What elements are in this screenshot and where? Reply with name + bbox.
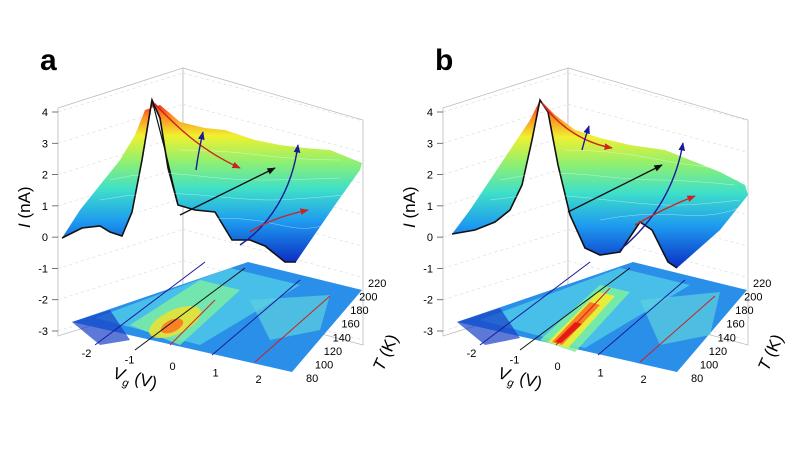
y-tick-label: 200 xyxy=(744,292,762,304)
panel-b-arrow-red-2 xyxy=(634,195,696,226)
x-tick-label: -1 xyxy=(125,355,135,367)
panel-b: b xyxy=(400,44,787,396)
grid-line xyxy=(57,260,184,301)
x-tick-label: 2 xyxy=(640,374,646,386)
panel-a-z-ticks: -3 -2 -1 0 1 2 3 4 xyxy=(38,107,58,338)
panel-b-x-title: Vg (V) xyxy=(495,363,544,396)
z-tick-label: -1 xyxy=(38,263,48,275)
x-tick-label: 2 xyxy=(255,374,261,386)
y-tick-label: 100 xyxy=(700,359,718,371)
panel-a-x-ticks: -2 -1 0 1 2 xyxy=(82,348,262,386)
panel-a-letter: a xyxy=(40,44,57,77)
y-tick-label: 120 xyxy=(709,346,727,358)
z-tick-label: 1 xyxy=(42,201,48,213)
x-tick-label: -2 xyxy=(467,348,477,360)
y-tick-label: 180 xyxy=(350,305,368,317)
z-tick-label: 1 xyxy=(427,201,433,213)
grid-line xyxy=(182,260,364,310)
panel-a-arrow-blue-2 xyxy=(239,144,301,246)
z-tick-label: -2 xyxy=(423,295,433,307)
panel-b-arrows xyxy=(541,102,696,251)
panel-b-arrow-blue-1 xyxy=(581,125,590,151)
panel-b-arrow-red-1 xyxy=(541,102,613,150)
y-tick-label: 160 xyxy=(726,319,744,331)
panel-b-x-ticks: -2 -1 0 1 2 xyxy=(467,348,647,386)
panel-a-arrow-red-2 xyxy=(249,208,309,233)
panel-a-x-title: Vg (V) xyxy=(110,363,159,396)
z-tick-label: -1 xyxy=(423,263,433,275)
z-tick-label: -3 xyxy=(423,326,433,338)
y-tick-label: 220 xyxy=(753,278,771,290)
y-tick-label: 120 xyxy=(324,346,342,358)
grid-line xyxy=(567,103,749,153)
z-tick-label: 4 xyxy=(42,107,48,119)
y-tick-label: 80 xyxy=(306,373,318,385)
x-tick-label: 1 xyxy=(597,367,603,379)
z-tick-label: -2 xyxy=(38,295,48,307)
panel-a-y-title: T (K) xyxy=(369,331,402,373)
grid-line xyxy=(57,72,184,113)
y-tick-label: 80 xyxy=(691,373,703,385)
panel-b-letter: b xyxy=(435,44,453,77)
x-tick-label: -2 xyxy=(82,348,92,360)
x-tick-label: 1 xyxy=(212,367,218,379)
grid-line xyxy=(182,103,364,153)
panel-b-y-title: T (K) xyxy=(754,331,787,373)
y-tick-label: 140 xyxy=(718,332,736,344)
panel-b-surface xyxy=(451,97,748,269)
grid-line xyxy=(57,135,184,175)
z-tick-label: 4 xyxy=(427,107,433,119)
panel-b-floor xyxy=(457,261,747,372)
grid-line xyxy=(57,229,184,269)
y-tick-label: 180 xyxy=(735,305,753,317)
grid-line xyxy=(182,229,364,278)
panel-a-arrows xyxy=(153,102,309,246)
z-tick-label: 3 xyxy=(42,138,48,150)
z-tick-label: 3 xyxy=(427,138,433,150)
z-tick-label: 0 xyxy=(427,232,433,244)
y-tick-label: 100 xyxy=(315,359,333,371)
panel-a-floor xyxy=(72,261,362,372)
y-tick-label: 140 xyxy=(333,332,351,344)
panel-b-z-title: I (nA) xyxy=(400,186,419,228)
panel-a: a xyxy=(15,44,402,396)
panel-b-z-ticks: -3 -2 -1 0 1 2 3 4 xyxy=(423,107,443,338)
panel-b-arrow-black xyxy=(567,164,663,213)
y-tick-label: 200 xyxy=(359,292,377,304)
z-tick-label: 2 xyxy=(42,170,48,182)
grid-line xyxy=(567,260,749,310)
panel-a-surface xyxy=(61,97,362,263)
z-tick-label: -3 xyxy=(38,326,48,338)
grid-line xyxy=(442,260,569,301)
y-tick-label: 160 xyxy=(341,319,359,331)
grid-line xyxy=(182,72,364,122)
grid-line xyxy=(567,72,749,122)
panel-a-arrow-black xyxy=(179,167,276,216)
y-tick-label: 220 xyxy=(368,278,386,290)
grid-line xyxy=(442,229,569,269)
x-tick-label: 0 xyxy=(554,361,560,373)
panel-b-arrow-blue-2 xyxy=(619,142,686,251)
grid-line xyxy=(57,197,184,238)
x-tick-label: -1 xyxy=(510,355,520,367)
z-tick-label: 0 xyxy=(42,232,48,244)
grid-line xyxy=(442,197,569,238)
grid-line xyxy=(442,72,569,113)
panel-a-arrow-blue-1 xyxy=(195,131,205,171)
grid-line xyxy=(442,166,569,207)
panel-a-z-title: I (nA) xyxy=(15,186,34,228)
panel-a-arrow-red-1 xyxy=(153,102,241,169)
grid-line xyxy=(442,135,569,175)
x-tick-label: 0 xyxy=(169,361,175,373)
z-tick-label: 2 xyxy=(427,170,433,182)
